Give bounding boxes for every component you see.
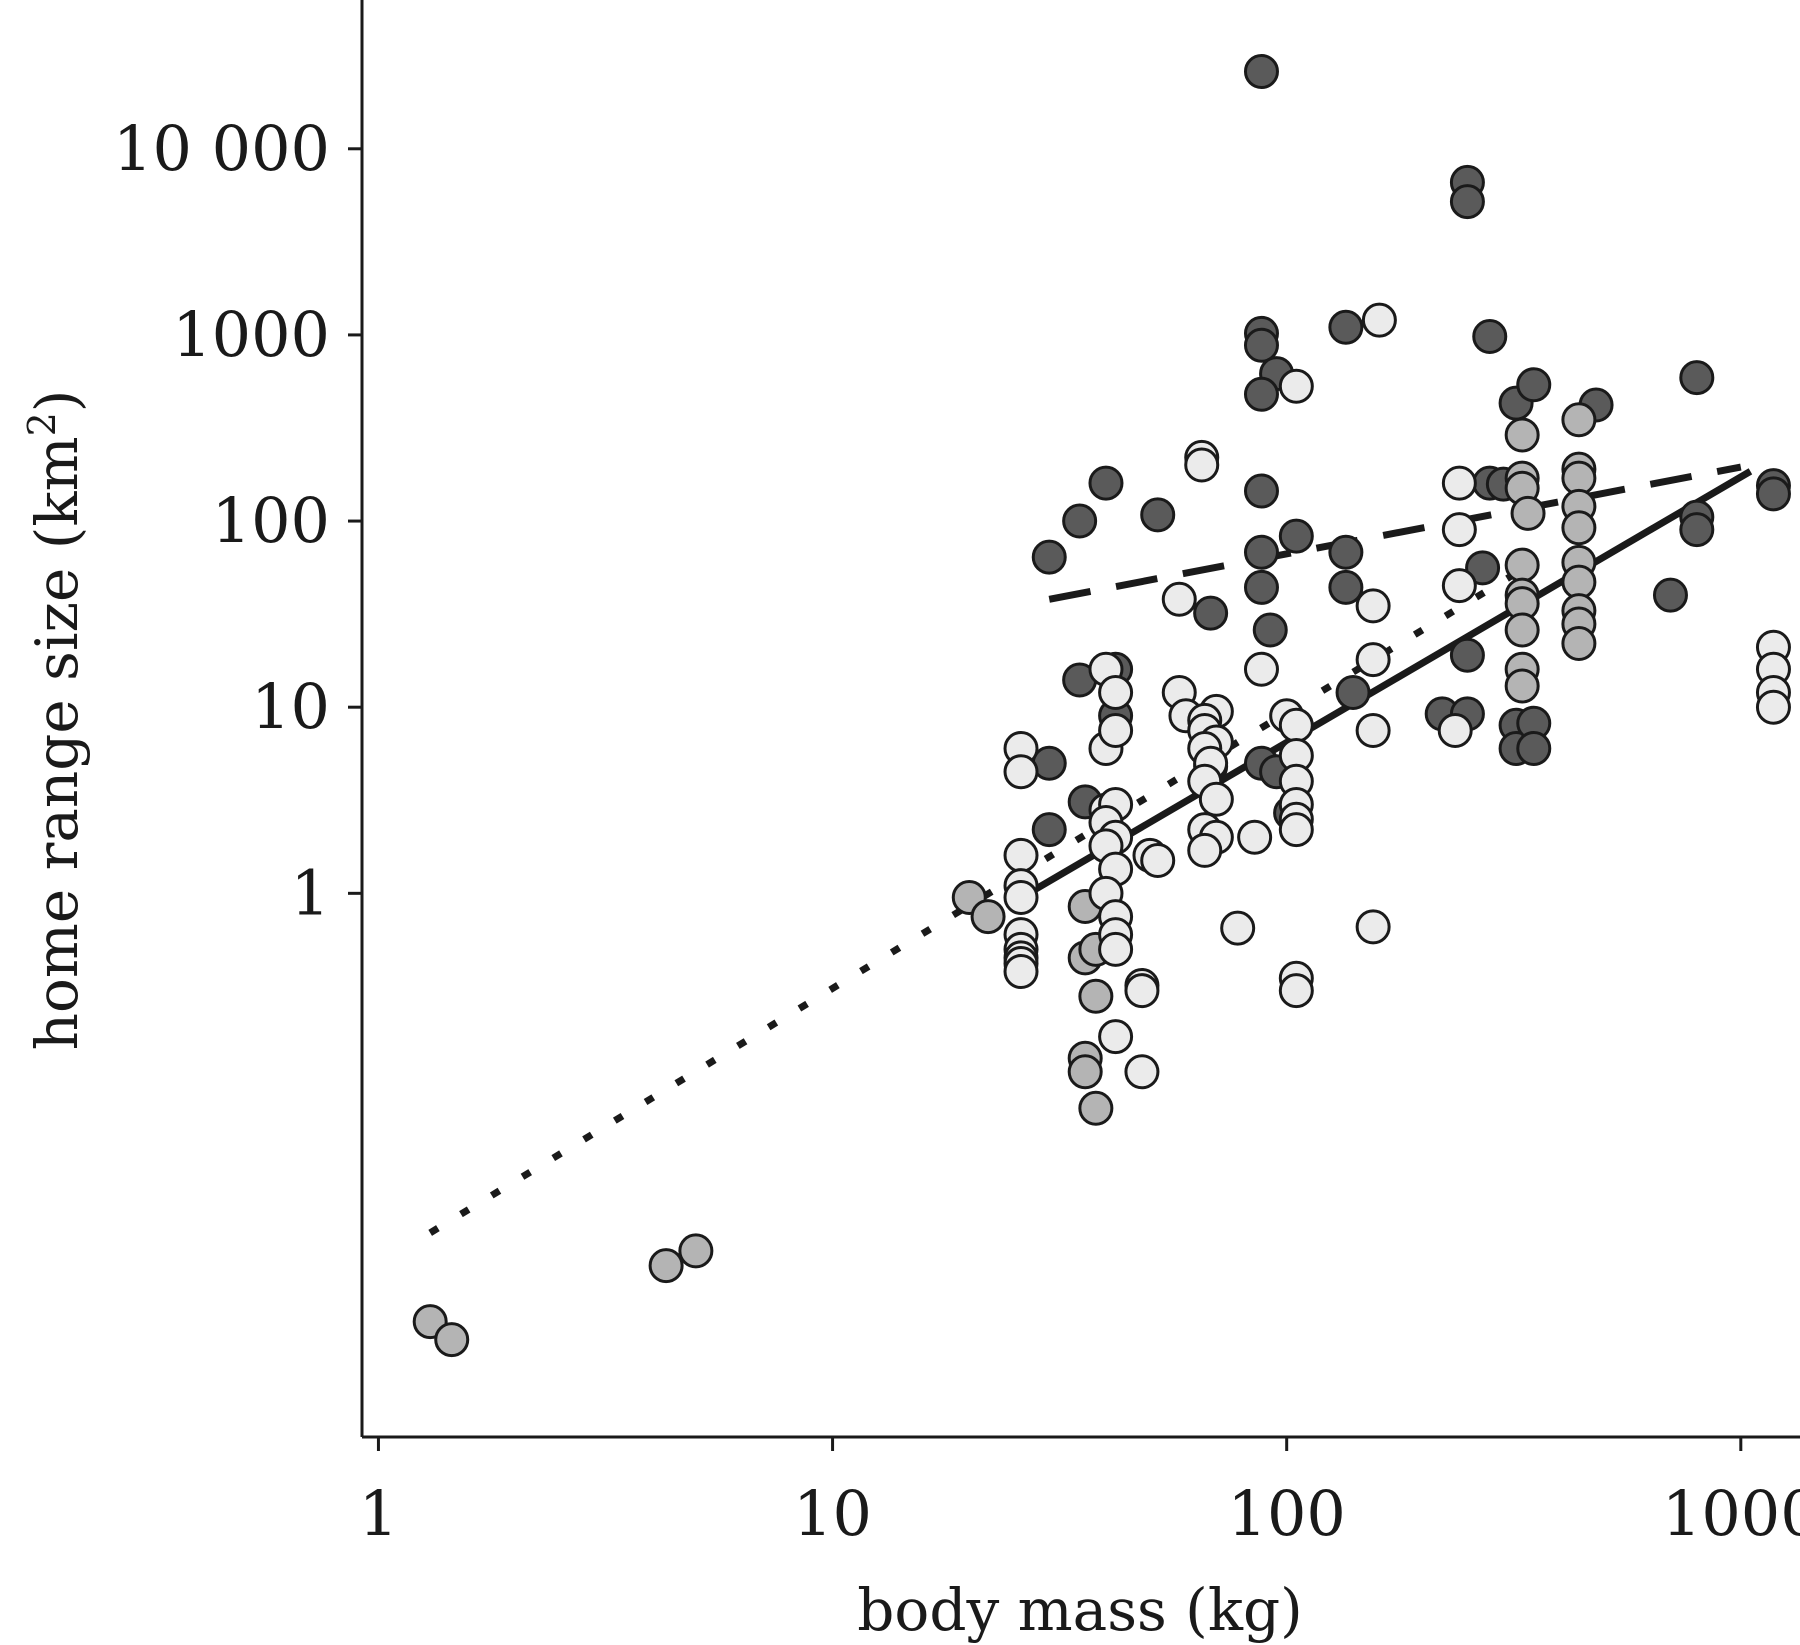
data-point bbox=[1003, 954, 1039, 990]
data-point bbox=[1441, 512, 1477, 548]
data-point bbox=[1198, 781, 1234, 817]
data-point bbox=[1516, 367, 1552, 403]
data-points bbox=[412, 54, 1791, 1358]
data-point bbox=[1504, 417, 1540, 453]
data-point bbox=[1088, 465, 1124, 501]
data-point bbox=[648, 1248, 684, 1284]
x-tick-label: 1000 bbox=[1662, 1477, 1800, 1550]
data-point bbox=[1437, 712, 1473, 748]
y-axis-label-main: home range size (km bbox=[23, 436, 91, 1050]
data-point bbox=[1278, 973, 1314, 1009]
data-point bbox=[1516, 730, 1552, 766]
data-point bbox=[1003, 837, 1039, 873]
x-axis-label: body mass (kg) bbox=[857, 1576, 1302, 1644]
data-point bbox=[1184, 447, 1220, 483]
data-point bbox=[1561, 625, 1597, 661]
data-point bbox=[1755, 689, 1791, 725]
data-point bbox=[1561, 510, 1597, 546]
data-point bbox=[1355, 909, 1391, 945]
data-point bbox=[1098, 1019, 1134, 1055]
data-point bbox=[1755, 476, 1791, 512]
data-point bbox=[1067, 1054, 1103, 1090]
data-point bbox=[1243, 327, 1279, 363]
data-point bbox=[1449, 637, 1485, 673]
data-point bbox=[1278, 518, 1314, 554]
data-point bbox=[1098, 712, 1134, 748]
data-point bbox=[970, 899, 1006, 935]
data-point bbox=[1504, 547, 1540, 583]
data-point bbox=[1679, 360, 1715, 396]
data-point bbox=[1328, 309, 1364, 345]
data-point bbox=[1355, 588, 1391, 624]
data-point bbox=[1124, 973, 1160, 1009]
data-point bbox=[434, 1322, 470, 1358]
data-point bbox=[1278, 707, 1314, 743]
data-point bbox=[1652, 577, 1688, 613]
data-point bbox=[1237, 819, 1273, 855]
data-point bbox=[1243, 473, 1279, 509]
y-axis-label-tail: ) bbox=[23, 390, 91, 413]
data-point bbox=[1335, 674, 1371, 710]
data-point bbox=[1472, 319, 1508, 355]
data-point bbox=[1252, 612, 1288, 648]
data-point bbox=[1361, 302, 1397, 338]
data-point bbox=[1355, 712, 1391, 748]
data-point bbox=[1449, 184, 1485, 220]
y-tick-label: 10 000 bbox=[113, 112, 330, 185]
data-point bbox=[1003, 879, 1039, 915]
y-tick-label: 10 bbox=[251, 670, 330, 743]
data-point bbox=[1243, 651, 1279, 687]
data-point bbox=[1504, 612, 1540, 648]
data-point bbox=[1078, 1090, 1114, 1126]
data-point bbox=[1355, 642, 1391, 678]
data-point bbox=[1161, 581, 1197, 617]
x-ticks: 1 10 100 1000 bbox=[359, 1437, 1800, 1550]
data-point bbox=[1441, 465, 1477, 501]
y-axis-label-superscript: 2 bbox=[20, 412, 64, 436]
data-point bbox=[1561, 402, 1597, 438]
data-point bbox=[1187, 832, 1223, 868]
data-point bbox=[1003, 754, 1039, 790]
data-point bbox=[1679, 512, 1715, 548]
y-tick-label: 1000 bbox=[172, 298, 330, 371]
axes bbox=[360, 0, 1800, 1439]
x-tick-label: 1 bbox=[359, 1477, 398, 1550]
data-point bbox=[1243, 534, 1279, 570]
data-point bbox=[1078, 978, 1114, 1014]
x-tick-label: 10 bbox=[793, 1477, 872, 1550]
data-point bbox=[1193, 595, 1229, 631]
y-tick-label: 100 bbox=[212, 484, 330, 557]
data-point bbox=[1098, 931, 1134, 967]
data-point bbox=[1504, 668, 1540, 704]
data-point bbox=[1278, 368, 1314, 404]
y-tick-label: 1 bbox=[291, 856, 330, 929]
data-point bbox=[1124, 1054, 1160, 1090]
data-point bbox=[1098, 674, 1134, 710]
data-point bbox=[1243, 54, 1279, 90]
data-point bbox=[1328, 569, 1364, 605]
data-point bbox=[1278, 812, 1314, 848]
data-point bbox=[1243, 376, 1279, 412]
data-point bbox=[1140, 497, 1176, 533]
data-point bbox=[1031, 812, 1067, 848]
data-point bbox=[1062, 503, 1098, 539]
data-point bbox=[1510, 495, 1546, 531]
data-point bbox=[1465, 550, 1501, 586]
data-point bbox=[1220, 910, 1256, 946]
data-point bbox=[1328, 534, 1364, 570]
x-tick-label: 100 bbox=[1228, 1477, 1346, 1550]
fit-line-dashed bbox=[1048, 463, 1742, 603]
fit-line-solid bbox=[1026, 468, 1753, 897]
data-point bbox=[1140, 843, 1176, 879]
y-ticks: 1 10 100 1000 10 000 bbox=[113, 112, 362, 929]
data-point bbox=[678, 1233, 714, 1269]
y-axis-label: home range size (km2) bbox=[20, 390, 91, 1051]
data-point bbox=[1243, 569, 1279, 605]
data-point bbox=[1031, 539, 1067, 575]
data-point bbox=[1441, 568, 1477, 604]
fit-lines bbox=[428, 463, 1753, 1236]
